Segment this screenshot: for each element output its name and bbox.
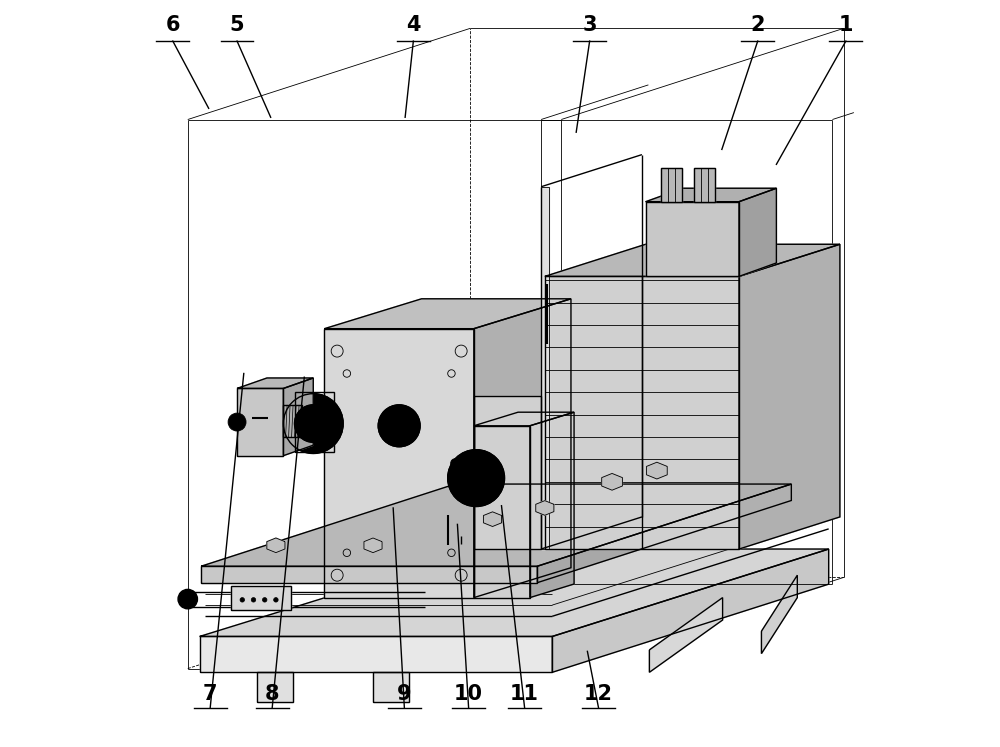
Text: 7: 7 bbox=[203, 684, 217, 704]
Text: 5: 5 bbox=[230, 15, 244, 35]
Circle shape bbox=[454, 464, 460, 470]
Circle shape bbox=[473, 453, 479, 459]
Polygon shape bbox=[530, 412, 574, 598]
Text: 3: 3 bbox=[582, 15, 597, 35]
Polygon shape bbox=[237, 378, 313, 388]
Circle shape bbox=[178, 589, 197, 609]
Text: 2: 2 bbox=[750, 15, 765, 35]
Polygon shape bbox=[537, 484, 791, 583]
Polygon shape bbox=[761, 575, 797, 654]
Polygon shape bbox=[545, 276, 739, 549]
Circle shape bbox=[240, 598, 245, 602]
Polygon shape bbox=[201, 484, 791, 566]
Circle shape bbox=[493, 486, 498, 492]
Text: 1: 1 bbox=[839, 15, 853, 35]
Polygon shape bbox=[474, 412, 574, 426]
Polygon shape bbox=[201, 566, 537, 583]
Circle shape bbox=[262, 598, 267, 602]
Polygon shape bbox=[373, 672, 409, 702]
Polygon shape bbox=[483, 512, 502, 527]
Text: 8: 8 bbox=[265, 684, 279, 704]
Text: 6: 6 bbox=[166, 15, 180, 35]
Polygon shape bbox=[647, 462, 667, 479]
Circle shape bbox=[493, 464, 498, 470]
Polygon shape bbox=[200, 549, 829, 636]
Polygon shape bbox=[283, 405, 302, 437]
Polygon shape bbox=[646, 202, 739, 276]
Polygon shape bbox=[541, 187, 549, 549]
Circle shape bbox=[274, 598, 278, 602]
Circle shape bbox=[295, 405, 332, 442]
Polygon shape bbox=[231, 586, 291, 610]
Polygon shape bbox=[661, 168, 682, 202]
Polygon shape bbox=[200, 636, 552, 672]
Polygon shape bbox=[739, 188, 776, 276]
Polygon shape bbox=[364, 538, 382, 553]
Polygon shape bbox=[324, 299, 571, 329]
Circle shape bbox=[473, 498, 479, 503]
Polygon shape bbox=[739, 244, 840, 549]
Polygon shape bbox=[324, 329, 474, 598]
Circle shape bbox=[451, 459, 460, 468]
Polygon shape bbox=[545, 244, 840, 276]
Polygon shape bbox=[474, 426, 530, 598]
Circle shape bbox=[448, 450, 504, 506]
Circle shape bbox=[228, 413, 246, 431]
Polygon shape bbox=[646, 188, 776, 202]
Circle shape bbox=[454, 486, 460, 492]
Polygon shape bbox=[536, 500, 554, 515]
Polygon shape bbox=[474, 396, 541, 549]
Circle shape bbox=[251, 598, 256, 602]
Text: 12: 12 bbox=[584, 684, 613, 704]
Polygon shape bbox=[267, 538, 285, 553]
Circle shape bbox=[378, 405, 420, 447]
Polygon shape bbox=[474, 299, 571, 598]
Polygon shape bbox=[257, 672, 293, 702]
Polygon shape bbox=[694, 168, 715, 202]
Polygon shape bbox=[602, 474, 622, 490]
Circle shape bbox=[283, 394, 343, 453]
Polygon shape bbox=[283, 378, 313, 456]
Text: 4: 4 bbox=[406, 15, 421, 35]
Text: 10: 10 bbox=[454, 684, 483, 704]
Polygon shape bbox=[237, 388, 283, 456]
Text: 9: 9 bbox=[397, 684, 412, 704]
Polygon shape bbox=[552, 549, 829, 672]
Text: 11: 11 bbox=[510, 684, 539, 704]
Polygon shape bbox=[649, 598, 723, 672]
